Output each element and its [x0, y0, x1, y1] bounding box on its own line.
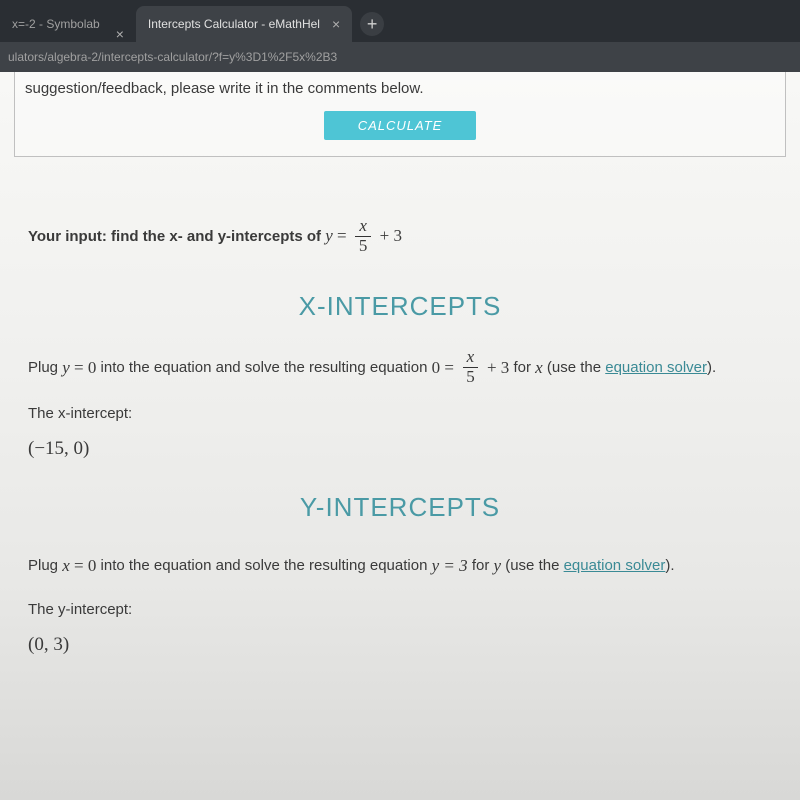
new-tab-button[interactable]: +	[360, 12, 384, 36]
tab-symbolab[interactable]: x=-2 - Symbolab	[0, 6, 112, 42]
equation-solver-link[interactable]: equation solver	[605, 353, 707, 383]
close-icon[interactable]: ×	[116, 26, 124, 42]
y-intercept-value: (0, 3)	[28, 634, 772, 656]
your-input-line: Your input: find the x- and y-intercepts…	[28, 217, 772, 255]
fraction: x 5	[462, 348, 479, 386]
y-intercept-explanation: Plug x = 0 into the equation and solve t…	[28, 549, 772, 583]
close-icon[interactable]: ×	[332, 16, 340, 32]
tab-emathhelp[interactable]: Intercepts Calculator - eMathHel ×	[136, 6, 352, 42]
tab-title: x=-2 - Symbolab	[12, 17, 100, 31]
equation-solver-link[interactable]: equation solver	[564, 551, 666, 581]
x-intercepts-heading: X-INTERCEPTS	[28, 291, 772, 322]
suggestion-text: suggestion/feedback, please write it in …	[25, 80, 775, 97]
browser-tab-strip: x=-2 - Symbolab × Intercepts Calculator …	[0, 0, 800, 42]
y-intercept-label: The y-intercept:	[28, 601, 772, 618]
input-box: suggestion/feedback, please write it in …	[14, 72, 786, 157]
calculate-button[interactable]: CALCULATE	[324, 111, 477, 140]
x-intercept-label: The x-intercept:	[28, 405, 772, 422]
y-intercepts-heading: Y-INTERCEPTS	[28, 492, 772, 523]
fraction: x 5	[355, 217, 372, 255]
results-content: Your input: find the x- and y-intercepts…	[0, 157, 800, 708]
url-text: ulators/algebra-2/intercepts-calculator/…	[8, 50, 337, 64]
input-equation: y = x 5 + 3	[325, 217, 402, 255]
url-bar[interactable]: ulators/algebra-2/intercepts-calculator/…	[0, 42, 800, 72]
tab-title: Intercepts Calculator - eMathHel	[148, 17, 320, 31]
input-prefix: Your input: find the x- and y-intercepts…	[28, 228, 321, 245]
page-content: suggestion/feedback, please write it in …	[0, 72, 800, 800]
x-intercept-explanation: Plug y = 0 into the equation and solve t…	[28, 348, 772, 386]
x-intercept-value: (−15, 0)	[28, 438, 772, 460]
